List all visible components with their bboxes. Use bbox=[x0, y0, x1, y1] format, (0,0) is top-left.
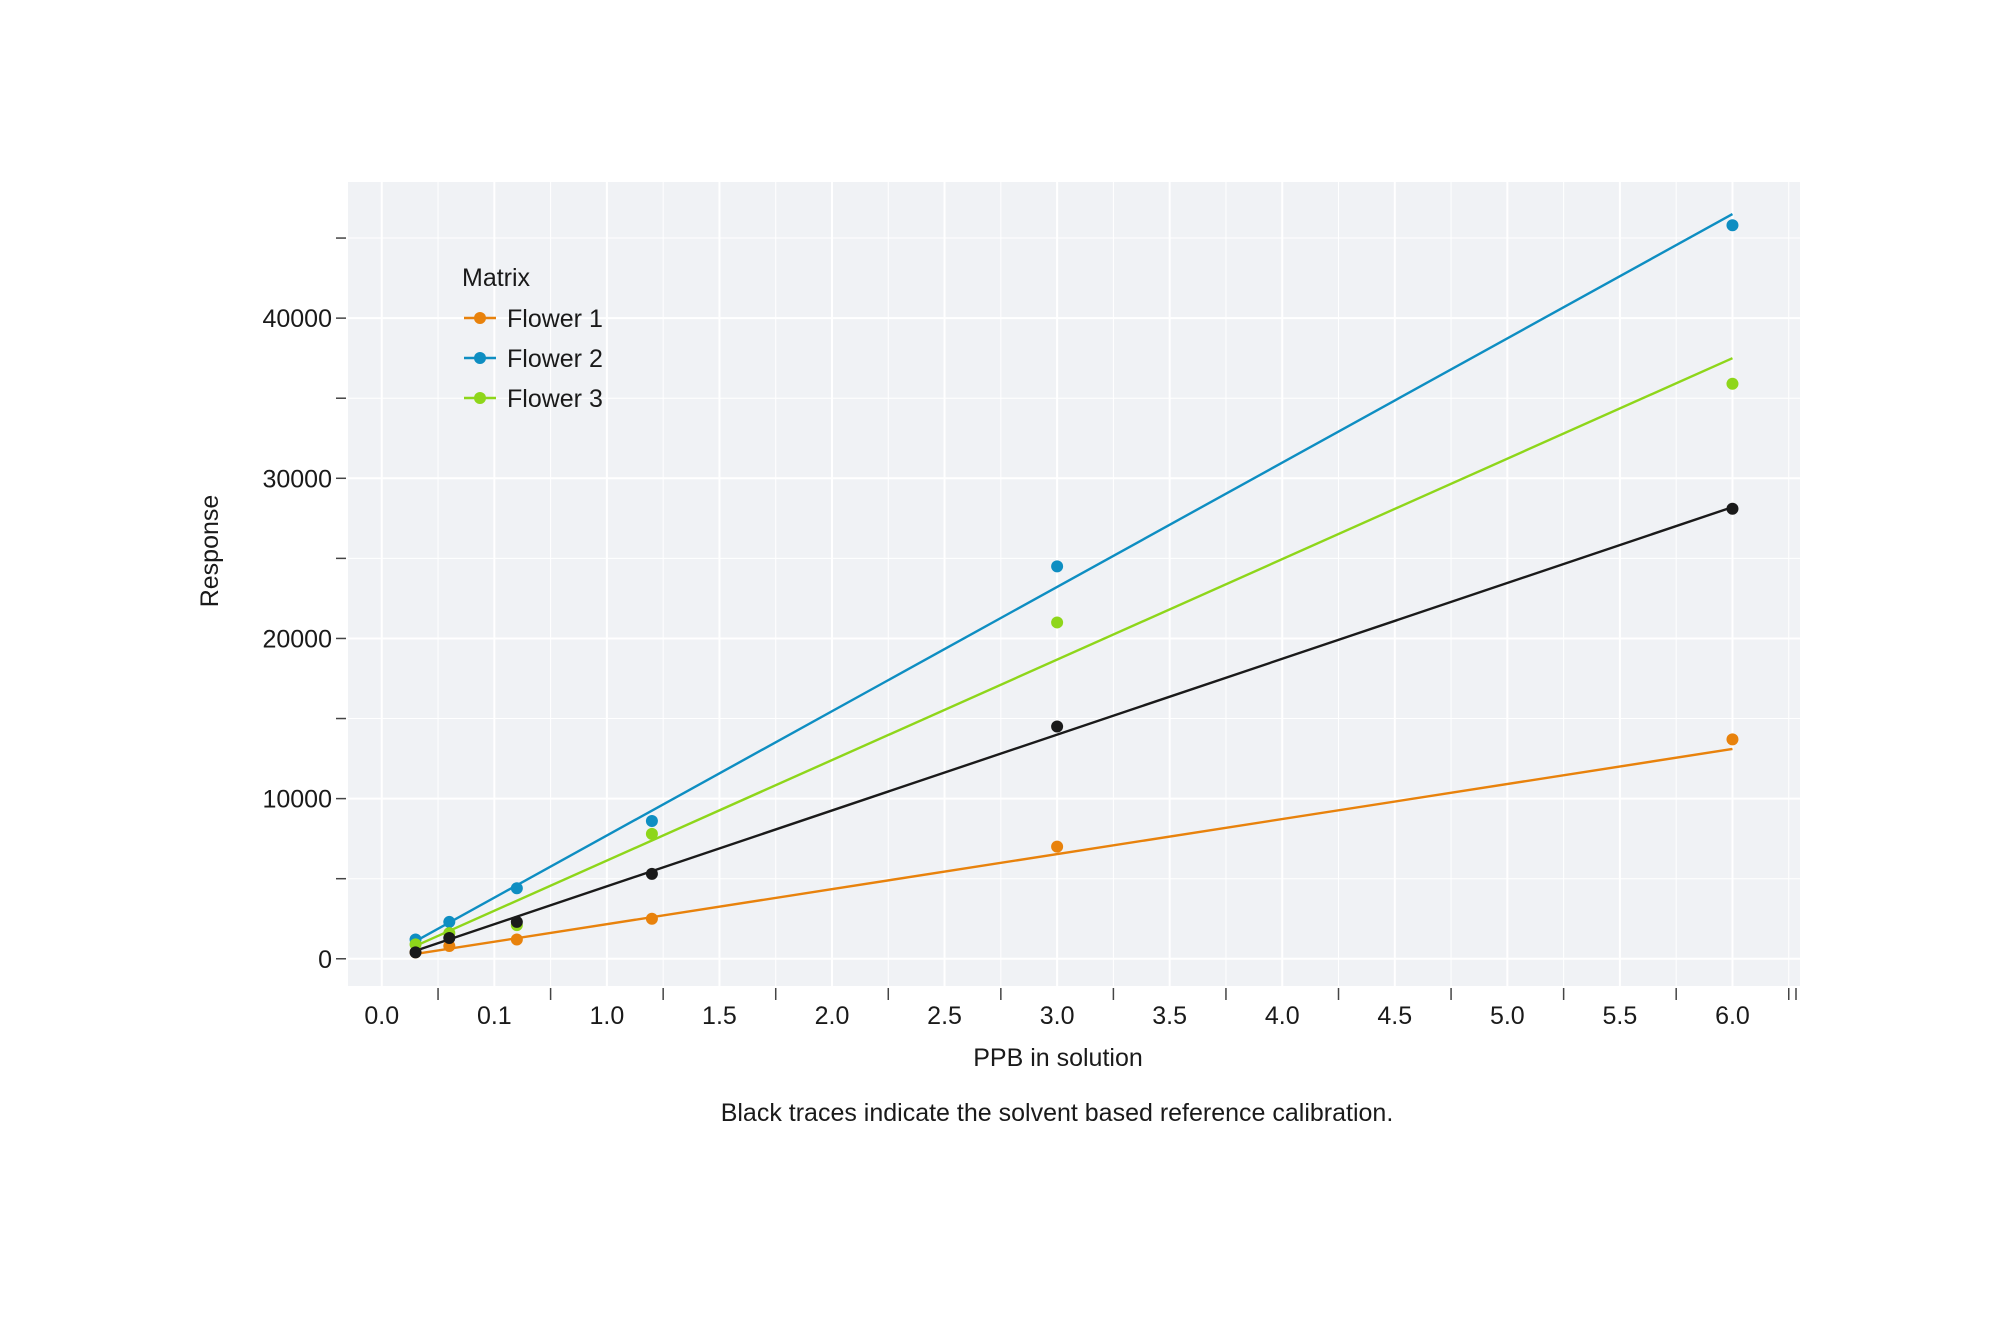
fit-line-flower-3 bbox=[415, 357, 1733, 948]
legend-title: Matrix bbox=[462, 264, 531, 292]
legend-marker-flower-3 bbox=[474, 392, 486, 404]
data-point-flower-3 bbox=[1051, 616, 1064, 629]
x-tick-label: 1.5 bbox=[702, 1002, 737, 1030]
x-tick-label: 5.5 bbox=[1603, 1002, 1638, 1030]
x-tick-label: 2.5 bbox=[927, 1002, 962, 1030]
legend: Matrix Flower 1 Flower 2 Flower 3 bbox=[462, 264, 603, 413]
data-point-solvent-reference bbox=[1051, 720, 1064, 733]
x-axis: 0.0 0.1 1.0 1.5 2.0 2.5 3.0 3.5 4.0 4.5 5.0 5.5 6.0 bbox=[364, 988, 1797, 1030]
data-points bbox=[409, 219, 1739, 959]
x-tick-label: 4.0 bbox=[1265, 1002, 1300, 1030]
y-axis-title: Response bbox=[196, 495, 224, 608]
legend-marker-flower-2 bbox=[474, 352, 486, 364]
data-point-flower-2 bbox=[645, 815, 658, 828]
x-tick-label: 3.5 bbox=[1152, 1002, 1187, 1030]
x-tick-label: 2.0 bbox=[815, 1002, 850, 1030]
legend-label-flower-1: Flower 1 bbox=[507, 305, 603, 333]
chart-caption: Black traces indicate the solvent based … bbox=[721, 1099, 1394, 1127]
data-point-flower-1 bbox=[645, 912, 658, 925]
data-point-flower-3 bbox=[1726, 377, 1739, 390]
data-point-solvent-reference bbox=[1726, 502, 1739, 515]
data-point-flower-1 bbox=[510, 933, 523, 946]
data-point-flower-3 bbox=[645, 827, 658, 840]
y-axis: 0 10000 20000 30000 40000 bbox=[262, 237, 346, 974]
x-axis-title: PPB in solution bbox=[973, 1044, 1143, 1072]
legend-label-flower-2: Flower 2 bbox=[507, 345, 603, 373]
legend-marker-flower-1 bbox=[474, 312, 486, 324]
data-point-flower-1 bbox=[1051, 840, 1064, 853]
y-tick-label: 40000 bbox=[262, 305, 332, 333]
data-point-solvent-reference bbox=[645, 867, 658, 880]
x-tick-label: 4.5 bbox=[1377, 1002, 1412, 1030]
fit-lines bbox=[414, 212, 1734, 956]
x-tick-label: 3.0 bbox=[1040, 1002, 1075, 1030]
y-tick-label: 30000 bbox=[262, 465, 332, 493]
data-point-flower-1 bbox=[1726, 733, 1739, 746]
plot-background bbox=[348, 182, 1800, 986]
data-point-flower-2 bbox=[510, 882, 523, 895]
y-tick-label: 0 bbox=[318, 946, 332, 974]
fit-line-flower-2 bbox=[414, 212, 1734, 943]
x-tick-label: 6.0 bbox=[1715, 1002, 1750, 1030]
x-tick-label: 1.0 bbox=[590, 1002, 625, 1030]
data-point-flower-2 bbox=[1051, 560, 1064, 573]
fit-line-flower-1 bbox=[415, 747, 1733, 956]
x-tick-label: 0.0 bbox=[364, 1002, 399, 1030]
data-point-solvent-reference bbox=[510, 915, 523, 928]
x-tick-label: 0.1 bbox=[477, 1002, 512, 1030]
data-point-solvent-reference bbox=[443, 931, 456, 944]
data-point-flower-2 bbox=[443, 915, 456, 928]
y-tick-label: 20000 bbox=[262, 625, 332, 653]
x-tick-label: 5.0 bbox=[1490, 1002, 1525, 1030]
grid-lines bbox=[348, 182, 1800, 986]
y-tick-label: 10000 bbox=[262, 786, 332, 814]
fit-line-solvent-reference bbox=[415, 505, 1733, 952]
legend-label-flower-3: Flower 3 bbox=[507, 385, 603, 413]
data-point-flower-2 bbox=[1726, 219, 1739, 232]
data-point-solvent-reference bbox=[409, 946, 422, 959]
